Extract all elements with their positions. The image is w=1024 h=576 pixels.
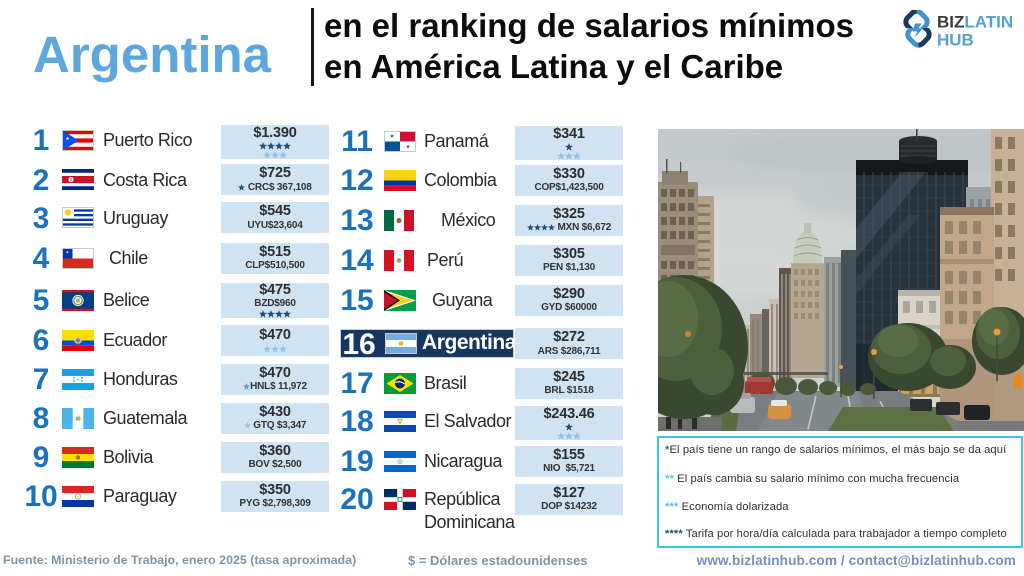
svg-text:HUB: HUB bbox=[937, 31, 974, 50]
svg-text:BIZLATIN: BIZLATIN bbox=[937, 13, 1013, 32]
